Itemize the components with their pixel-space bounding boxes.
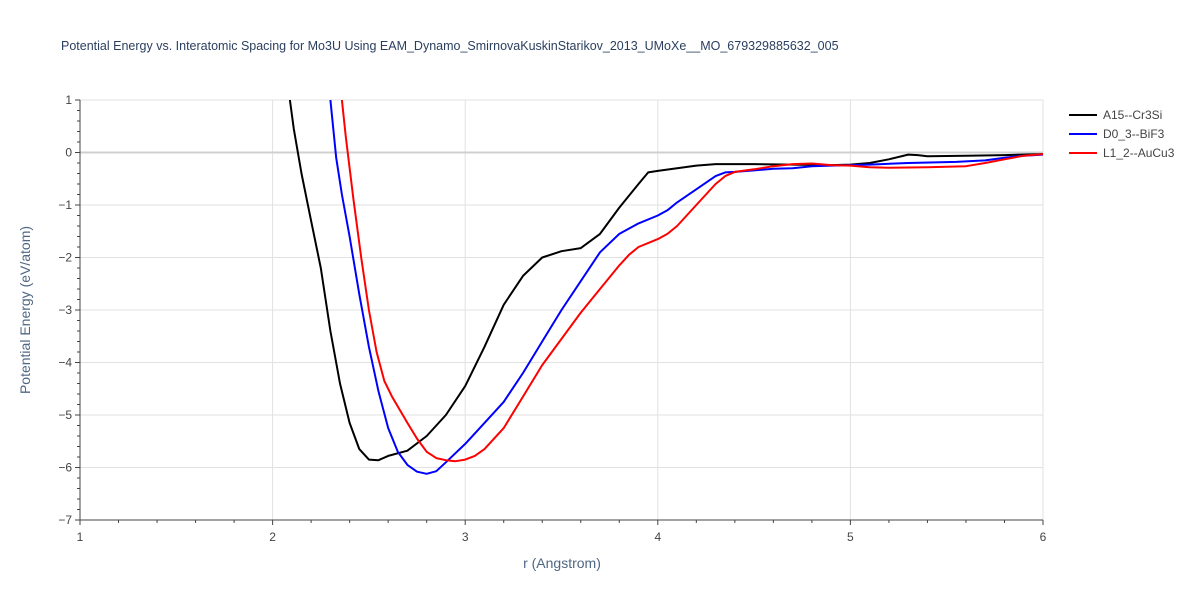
plot-area <box>288 100 1043 475</box>
grid-layer <box>80 99 1044 520</box>
chart-title: Potential Energy vs. Interatomic Spacing… <box>61 39 839 53</box>
y-tick-label: 1 <box>65 93 72 107</box>
y-tick-label: −5 <box>58 408 72 422</box>
axes-layer: 1 2 3 4 5 6 1 0 −1 −2 −3 −4 −5 −6 −7 <box>58 93 1046 544</box>
x-tick-label: 2 <box>269 530 276 544</box>
y-tick-label: −2 <box>58 251 72 265</box>
x-tick-label: 4 <box>654 530 661 544</box>
x-axis-title: r (Angstrom) <box>523 555 601 571</box>
legend-item-0[interactable]: A15--Cr3Si <box>1069 108 1162 122</box>
legend-label: L1_2--AuCu3 <box>1103 146 1175 160</box>
legend-label: D0_3--BiF3 <box>1103 127 1165 141</box>
legend-label: A15--Cr3Si <box>1103 108 1162 122</box>
legend[interactable]: A15--Cr3Si D0_3--BiF3 L1_2--AuCu3 <box>1069 108 1175 160</box>
y-tick-label: −4 <box>58 356 72 370</box>
y-tick-label: 0 <box>65 146 72 160</box>
y-tick-label: −3 <box>58 303 72 317</box>
series-line-0 <box>288 100 1043 462</box>
y-tick-label: −7 <box>58 513 72 527</box>
legend-item-1[interactable]: D0_3--BiF3 <box>1069 127 1165 141</box>
y-axis-title: Potential Energy (eV/atom) <box>17 226 33 394</box>
x-tick-label: 1 <box>77 530 84 544</box>
x-tick-label: 5 <box>847 530 854 544</box>
legend-item-2[interactable]: L1_2--AuCu3 <box>1069 146 1175 160</box>
x-tick-label: 6 <box>1040 530 1047 544</box>
x-tick-label: 3 <box>462 530 469 544</box>
y-tick-label: −6 <box>58 461 72 475</box>
y-tick-label: −1 <box>58 198 72 212</box>
series-line-2 <box>340 100 1043 463</box>
